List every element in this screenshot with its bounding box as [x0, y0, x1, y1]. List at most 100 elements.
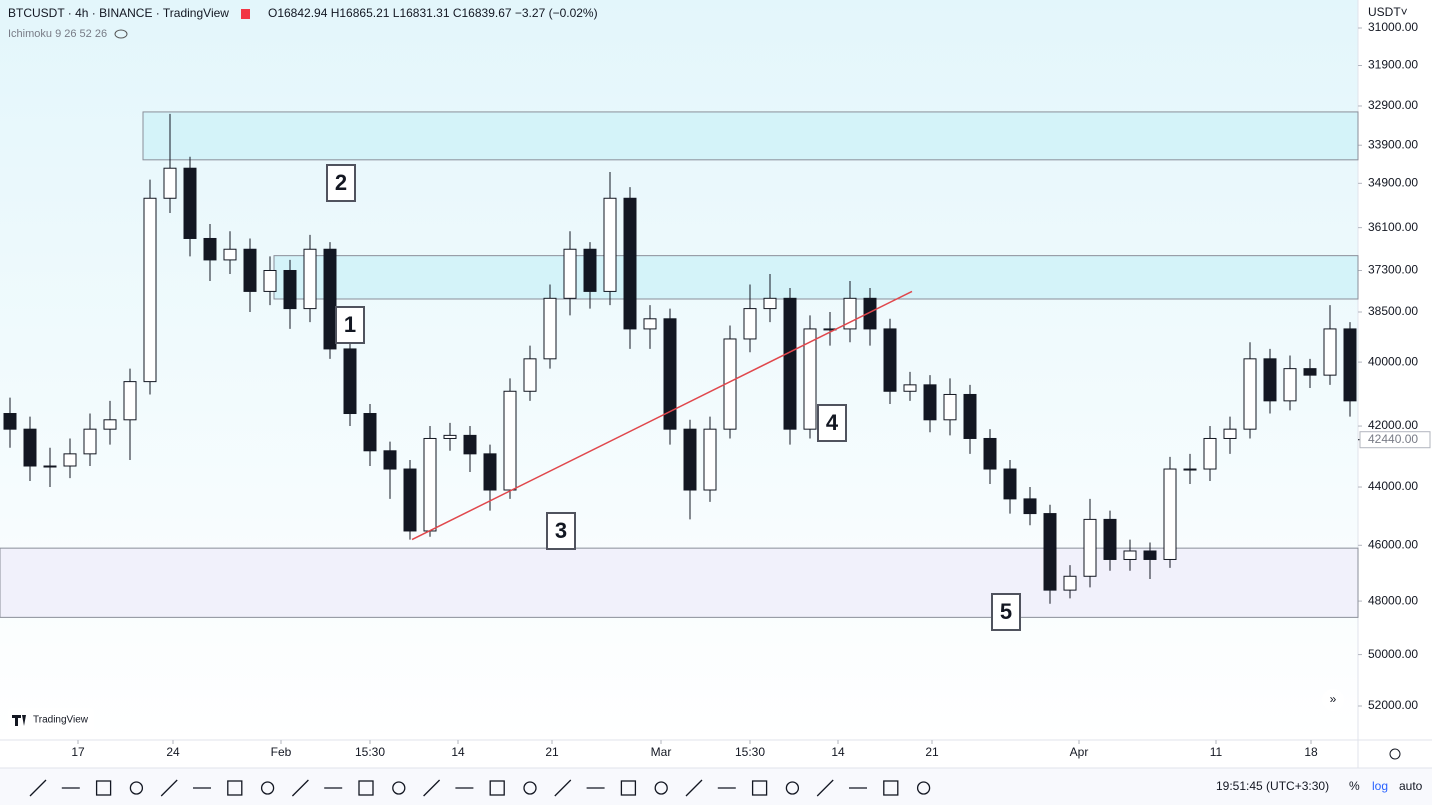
tool-glyph[interactable]: [816, 779, 834, 797]
last-price-box: [1359, 431, 1431, 449]
x-tick-label: 17: [71, 745, 85, 759]
candle-body: [1203, 437, 1217, 470]
tool-glyph[interactable]: [358, 780, 374, 796]
y-tick-label: 34900.00: [1368, 175, 1418, 189]
plot-background: [0, 0, 1358, 740]
candle-body: [43, 465, 57, 468]
candle-body: [123, 381, 137, 421]
candle-body: [543, 297, 557, 360]
tool-glyph[interactable]: [160, 779, 178, 797]
tool-icon[interactable]: [95, 780, 112, 796]
y-tick-label: 52000.00: [1368, 698, 1418, 712]
candle-body: [903, 384, 917, 392]
tool-icon[interactable]: [554, 779, 572, 797]
candle-body: [963, 393, 977, 439]
tool-glyph[interactable]: [751, 780, 768, 796]
settings-icon[interactable]: [1389, 748, 1401, 760]
tool-glyph[interactable]: [260, 781, 275, 795]
tool-glyph[interactable]: [883, 780, 899, 796]
tool-glyph[interactable]: [95, 780, 112, 796]
scroll-icon[interactable]: »: [1330, 692, 1337, 706]
candle-body: [503, 390, 517, 491]
candle-body: [143, 197, 157, 383]
tool-icon[interactable]: [160, 779, 178, 797]
tool-icon[interactable]: [816, 779, 834, 797]
x-tick-label: 14: [831, 745, 845, 759]
tool-glyph[interactable]: [291, 779, 309, 797]
candle-body: [483, 453, 497, 491]
annotation-label: 3: [555, 518, 567, 543]
candle-body: [443, 434, 457, 439]
log-button[interactable]: log: [1372, 779, 1388, 793]
tool-glyph[interactable]: [554, 779, 572, 797]
annotation-box: [326, 164, 356, 202]
candle-body: [743, 308, 757, 340]
tool-icon[interactable]: [291, 779, 309, 797]
tool-icon[interactable]: [29, 779, 47, 797]
tool-glyph[interactable]: [423, 779, 441, 797]
tool-icon[interactable]: [227, 780, 243, 796]
candle-body: [883, 328, 897, 392]
tool-icon[interactable]: [489, 780, 505, 796]
candle-body: [3, 413, 17, 430]
tool-icon[interactable]: [358, 780, 374, 796]
candle-body: [1323, 328, 1337, 376]
ohlc: O16842.94 H16865.21 L16831.31 C16839.67 …: [268, 6, 598, 20]
tool-icon[interactable]: [916, 781, 931, 795]
candle-body: [63, 453, 77, 467]
x-tick-label: Mar: [651, 745, 672, 759]
tool-glyph[interactable]: [523, 781, 537, 795]
tool-icon[interactable]: [785, 781, 800, 795]
candle-body: [463, 434, 477, 455]
tool-glyph[interactable]: [392, 781, 406, 795]
tool-glyph[interactable]: [785, 781, 800, 795]
indicator: Ichimoku 9 26 52 26: [8, 28, 107, 40]
candle-body: [1083, 518, 1097, 577]
tool-icon[interactable]: [392, 781, 406, 795]
annotation-label: 5: [1000, 599, 1012, 624]
y-tick-label: 32900.00: [1368, 98, 1418, 112]
y-tick-label: 37300.00: [1368, 263, 1418, 277]
flag: [241, 9, 250, 19]
tool-icon[interactable]: [620, 780, 637, 796]
x-tick-label: 11: [1210, 745, 1223, 759]
percent-button[interactable]: %: [1349, 779, 1360, 793]
candle-body: [523, 358, 537, 392]
currency[interactable]: USDT˅: [1368, 5, 1408, 19]
tool-icon[interactable]: [260, 781, 275, 795]
x-tick-label: 15:30: [355, 745, 385, 759]
tool-glyph[interactable]: [227, 780, 243, 796]
eye-icon[interactable]: [114, 29, 128, 39]
tool-glyph[interactable]: [620, 780, 637, 796]
tool-glyph[interactable]: [129, 781, 144, 795]
x-tick-label: 24: [166, 745, 180, 759]
tool-icon[interactable]: [129, 781, 144, 795]
tool-icon[interactable]: [423, 779, 441, 797]
candle-body: [703, 428, 717, 491]
logo-box: [8, 708, 94, 732]
tool-glyph[interactable]: [685, 779, 703, 797]
tool-icon[interactable]: [883, 780, 899, 796]
tool-icon[interactable]: [685, 779, 703, 797]
tool-glyph[interactable]: [916, 781, 931, 795]
tool-icon[interactable]: [654, 781, 668, 795]
candle-body: [1143, 550, 1157, 560]
tool-glyph[interactable]: [489, 780, 505, 796]
symbol: BTCUSDT · 4h · BINANCE · TradingView: [8, 6, 229, 20]
last-price-label: 42440.00: [1368, 432, 1418, 446]
tool-icon[interactable]: [523, 781, 537, 795]
auto-button[interactable]: auto: [1399, 779, 1423, 793]
candle-body: [1063, 575, 1077, 591]
scroll-button[interactable]: [1322, 689, 1344, 711]
candle-body: [583, 248, 597, 292]
zone: [273, 255, 1359, 300]
candle-body: [943, 393, 957, 421]
candle-body: [303, 248, 317, 310]
tool-icon[interactable]: [751, 780, 768, 796]
candle-body: [643, 318, 657, 330]
y-tick-label: 31000.00: [1368, 20, 1418, 34]
y-tick-label: 38500.00: [1368, 304, 1418, 318]
tool-glyph[interactable]: [654, 781, 668, 795]
price-axis: [1358, 0, 1432, 740]
tool-glyph[interactable]: [29, 779, 47, 797]
